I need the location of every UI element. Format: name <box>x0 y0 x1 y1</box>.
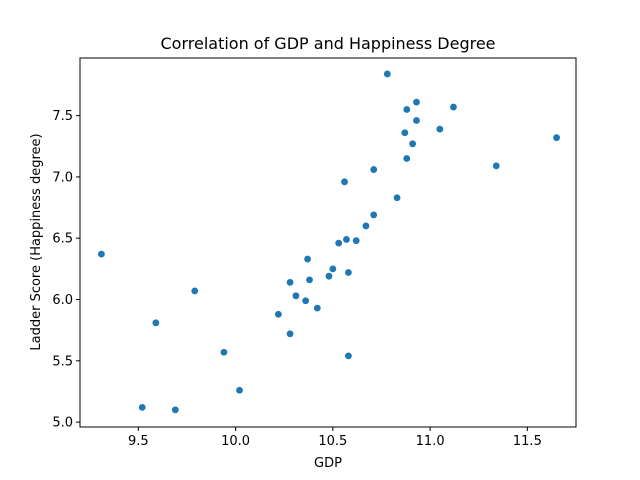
y-tick-label: 7.0 <box>52 170 73 185</box>
data-point <box>413 98 420 106</box>
data-point <box>306 276 313 284</box>
y-axis: 5.0 5.5 6.0 6.5 7.0 7.5 <box>52 109 80 431</box>
data-point <box>191 287 199 295</box>
data-point <box>292 292 300 300</box>
x-tick-label: 11.5 <box>513 434 542 449</box>
data-point <box>138 403 146 411</box>
x-tick-label: 10.5 <box>318 434 347 449</box>
data-point <box>403 106 411 113</box>
data-point <box>370 166 378 173</box>
data-point <box>436 125 444 133</box>
data-point <box>329 265 337 273</box>
data-point <box>286 330 294 338</box>
x-axis-label: GDP <box>314 456 342 471</box>
data-point <box>383 70 391 78</box>
data-point <box>343 236 350 243</box>
data-point <box>370 211 378 219</box>
y-tick-label: 6.5 <box>52 232 73 247</box>
x-axis: 9.5 10.0 10.5 11.0 11.5 <box>128 427 542 449</box>
x-tick-label: 10.0 <box>221 434 250 449</box>
data-point <box>345 352 352 360</box>
data-point <box>341 178 348 186</box>
plot-frame <box>79 57 577 428</box>
y-tick-label: 7.5 <box>52 109 73 124</box>
data-point <box>236 386 243 394</box>
data-point <box>409 140 417 148</box>
data-point <box>171 406 179 414</box>
y-axis-label: Ladder Score (Happiness degree) <box>29 133 44 350</box>
y-tick-label: 5.5 <box>52 354 73 369</box>
data-point <box>362 222 370 230</box>
data-point <box>325 272 333 280</box>
data-point <box>393 194 401 202</box>
data-point <box>304 255 311 263</box>
data-point <box>492 162 500 170</box>
data-point <box>413 117 420 124</box>
data-point <box>401 129 409 137</box>
data-point <box>98 250 105 258</box>
data-point <box>275 310 282 318</box>
y-tick-label: 5.0 <box>52 416 73 431</box>
data-point <box>352 237 360 245</box>
data-point <box>345 269 352 276</box>
data-point <box>302 297 310 305</box>
data-point <box>220 348 228 356</box>
chart-title: Correlation of GDP and Happiness Degree <box>160 34 495 53</box>
plot-area <box>98 70 560 414</box>
data-point <box>553 134 560 142</box>
data-point <box>313 304 321 312</box>
data-point <box>335 239 343 247</box>
x-tick-label: 9.5 <box>128 434 149 449</box>
y-tick-label: 6.0 <box>52 293 73 308</box>
data-point <box>403 155 411 162</box>
data-point <box>152 319 160 327</box>
data-point <box>286 278 294 286</box>
data-point <box>450 103 457 111</box>
x-tick-label: 11.0 <box>416 434 445 449</box>
